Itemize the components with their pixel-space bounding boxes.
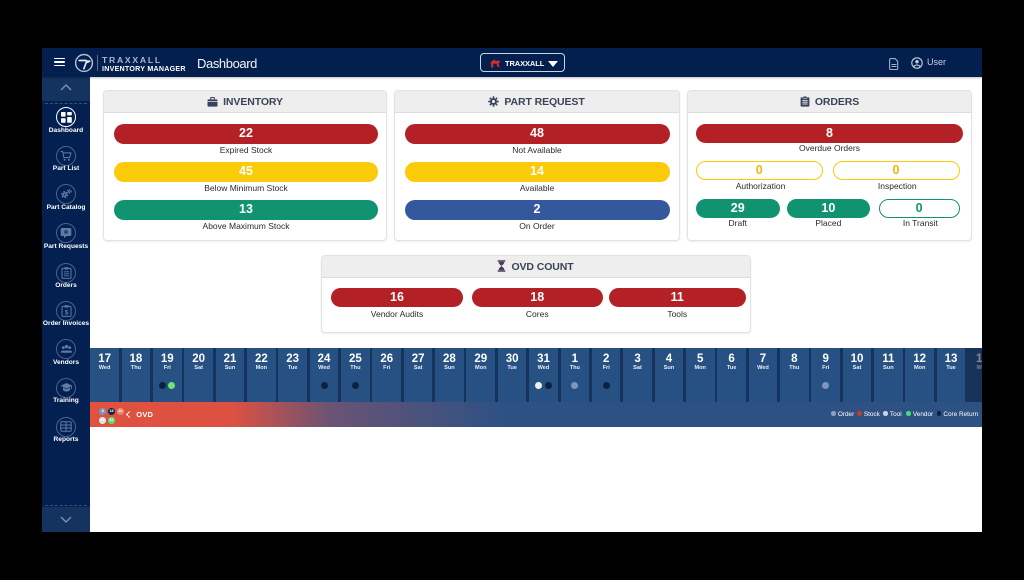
svg-text:$: $ bbox=[64, 309, 68, 316]
